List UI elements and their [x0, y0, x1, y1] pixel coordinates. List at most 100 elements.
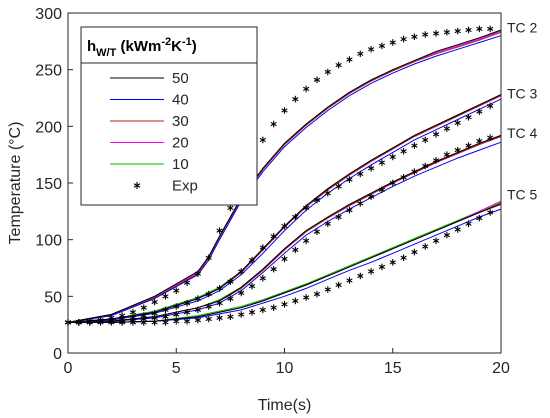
exp-point-tc2: [216, 227, 223, 234]
exp-point-tc5: [86, 319, 93, 326]
series-line-tc5-h10: [68, 201, 502, 323]
exp-point-tc3: [411, 142, 418, 149]
exp-point-tc5: [75, 319, 82, 326]
exp-point-tc2: [367, 45, 375, 53]
exp-point-tc3: [422, 136, 429, 144]
exp-point-tc3: [248, 256, 256, 264]
exp-point-tc5: [432, 237, 440, 245]
exp-point-tc5: [378, 263, 386, 271]
exp-point-tc4: [443, 151, 451, 158]
x-tick-label: 10: [276, 360, 294, 377]
y-tick-label: 100: [35, 233, 62, 250]
exp-point-tc2: [411, 33, 418, 41]
exp-point-tc2: [335, 61, 342, 69]
exp-point-tc5: [129, 319, 137, 326]
exp-point-tc3: [454, 119, 461, 127]
exp-point-tc4: [378, 186, 386, 194]
exp-point-tc5: [454, 226, 461, 233]
exp-point-tc5: [465, 220, 472, 228]
exp-point-tc5: [162, 319, 169, 326]
exp-point-tc3: [357, 170, 364, 178]
exp-point-tc5: [194, 316, 202, 324]
series-line-tc2-h30: [67, 31, 502, 323]
y-axis-label: Temperature (°C): [7, 122, 24, 245]
exp-point-tc3: [324, 189, 331, 197]
exp-point-tc4: [281, 255, 288, 263]
exp-point-tc3: [303, 204, 310, 212]
exp-point-tc3: [173, 303, 180, 310]
x-tick-label: 0: [64, 360, 73, 377]
exp-point-tc5: [270, 304, 277, 311]
exp-point-tc4: [324, 220, 331, 228]
exp-point-tc2: [162, 293, 169, 300]
series-line-tc5-h50: [68, 202, 502, 323]
legend-title-unit-a: (kWm: [116, 38, 161, 55]
exp-point-tc3: [432, 130, 440, 138]
exp-point-tc4: [303, 237, 310, 245]
series-line-tc2-h50: [67, 29, 502, 323]
legend-box: [80, 26, 258, 206]
exp-point-tc2: [324, 68, 331, 76]
legend-entries: 50 40 30 20 10 Exp: [110, 70, 198, 195]
tc-label-tc5: TC 5: [507, 186, 538, 202]
legend-title: hW/T (kWm-2K-1): [87, 36, 197, 59]
exp-point-tc4: [411, 168, 418, 175]
legend-swatch-exp: [133, 182, 141, 189]
tc-label-tc4: TC 4: [507, 125, 538, 141]
exp-point-tc5: [227, 313, 234, 321]
exp-point-tc3: [465, 113, 472, 121]
exp-point-tc3: [281, 222, 288, 230]
exp-point-tc5: [335, 281, 342, 289]
tc-label-tc2: TC 2: [507, 20, 538, 36]
exp-point-tc5: [108, 319, 115, 326]
exp-point-tc3: [389, 153, 396, 161]
exp-point-tc2: [227, 204, 234, 212]
exp-point-tc5: [118, 319, 126, 326]
exp-point-tc2: [281, 107, 288, 114]
exp-point-tc2: [151, 298, 158, 306]
exp-point-tc3: [183, 299, 191, 307]
y-tick-label: 150: [35, 176, 62, 193]
exp-point-tc4: [346, 206, 353, 214]
legend-label-20: 20: [172, 135, 189, 152]
exp-point-tc4: [292, 246, 299, 254]
exp-point-tc3: [476, 108, 483, 115]
exp-point-tc2: [183, 279, 191, 287]
exp-point-tc5: [487, 209, 494, 216]
exp-point-tc2: [443, 28, 451, 36]
exp-point-tc2: [205, 254, 212, 262]
exp-point-tc4: [476, 137, 483, 145]
exp-point-tc2: [487, 25, 494, 33]
exp-point-tc5: [389, 259, 396, 266]
exp-point-tc4: [367, 193, 375, 200]
exp-point-tc5: [476, 214, 483, 222]
legend-title-main: h: [87, 38, 96, 55]
x-tick-label: 15: [384, 360, 402, 377]
exp-point-tc2: [140, 304, 147, 311]
exp-point-tc5: [140, 319, 147, 326]
exp-point-tc5: [248, 308, 256, 316]
series-line-tc4-h50: [67, 134, 502, 323]
exp-point-tc2: [357, 50, 364, 58]
series-line-tc5-h40: [68, 208, 502, 323]
exp-point-tc5: [97, 319, 104, 326]
exp-point-tc4: [162, 313, 169, 321]
y-tick-label: 300: [35, 6, 62, 23]
exp-point-tc3: [227, 278, 234, 285]
series-line-tc4-h40: [67, 141, 502, 323]
exp-point-tc2: [292, 95, 299, 103]
legend-title-exp1: -2: [161, 36, 171, 48]
exp-point-tc4: [173, 311, 180, 318]
exp-point-tc5: [324, 286, 331, 293]
plot-markers: [64, 25, 494, 326]
thermocouple-labels: TC 2 TC 3 TC 4 TC 5: [507, 20, 538, 203]
exp-point-tc5: [357, 272, 364, 280]
exp-point-tc4: [335, 213, 342, 221]
exp-point-tc2: [400, 35, 407, 43]
exp-point-tc3: [313, 196, 321, 204]
exp-point-tc5: [346, 277, 353, 284]
exp-point-tc5: [216, 314, 223, 322]
exp-point-tc5: [313, 290, 321, 298]
